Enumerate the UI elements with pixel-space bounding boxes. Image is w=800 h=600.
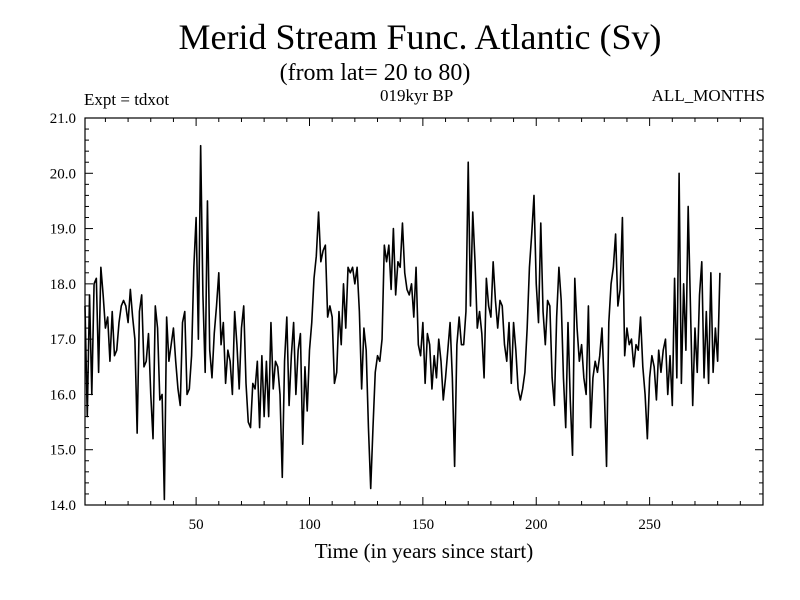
months-label: ALL_MONTHS: [651, 86, 765, 105]
y-tick-label: 14.0: [50, 498, 76, 514]
x-tick-label: 200: [525, 517, 548, 533]
plot-frame: [84, 117, 764, 506]
y-axis: 14.0 15.0 16.0 17.0 18.0 19.0 20.0 21.0: [50, 111, 763, 514]
y-tick-label: 19.0: [50, 222, 76, 238]
y-tick-label: 15.0: [50, 443, 76, 459]
y-tick-label: 20.0: [50, 166, 76, 182]
chart-subtitle: (from lat= 20 to 80): [279, 60, 471, 86]
y-tick-label: 18.0: [50, 277, 76, 293]
x-tick-label: 50: [189, 517, 204, 533]
x-tick-label: 250: [638, 517, 661, 533]
y-tick-label: 21.0: [50, 111, 76, 127]
x-axis-label: Time (in years since start): [315, 539, 534, 563]
y-tick-label: 16.0: [50, 387, 76, 403]
experiment-label: Expt = tdxot: [84, 90, 170, 109]
period-label: 019kyr BP: [380, 86, 454, 105]
series-line: [84, 144, 721, 501]
x-axis: 50 100 150 200 250: [104, 118, 741, 533]
y-tick-label: 17.0: [50, 332, 76, 348]
chart-title: Merid Stream Func. Atlantic (Sv): [178, 17, 662, 57]
x-tick-label: 100: [298, 517, 321, 533]
x-tick-label: 150: [412, 517, 435, 533]
